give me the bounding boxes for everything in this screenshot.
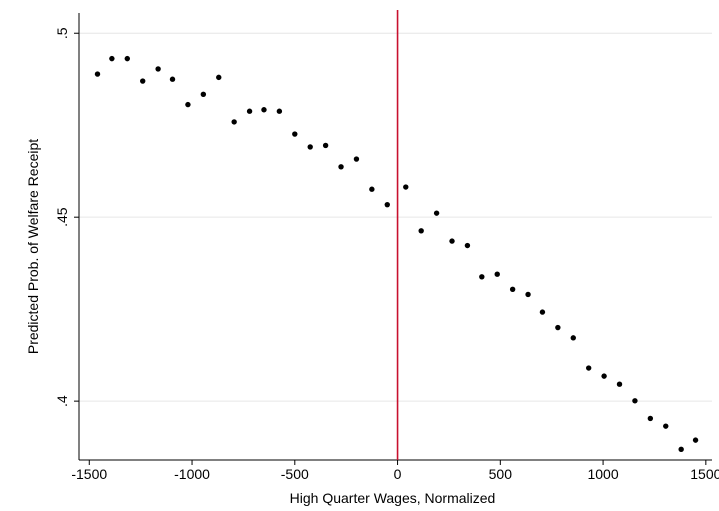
x-tick-label-4: 500: [489, 466, 513, 482]
data-point: [570, 335, 576, 341]
x-axis-label: High Quarter Wages, Normalized: [290, 490, 496, 506]
data-point: [369, 186, 375, 192]
y-axis-label: Predicted Prob. of Welfare Receipt: [25, 139, 41, 354]
data-point: [479, 274, 485, 280]
data-point: [124, 55, 130, 62]
axis-layer: -1500 -1000 -500 0 500 1000 1500 .4 .45 .5: [54, 13, 719, 482]
data-point: [246, 108, 253, 114]
data-point: [384, 201, 390, 208]
data-point: [109, 55, 115, 62]
data-point: [585, 365, 592, 371]
data-point: [292, 131, 298, 137]
data-point: [601, 373, 607, 379]
data-point: [539, 309, 546, 315]
data-point: [692, 437, 699, 443]
y-tick-label-1: .45: [54, 207, 70, 227]
data-point: [433, 210, 440, 216]
data-point: [403, 184, 409, 190]
data-point: [464, 242, 471, 249]
data-point: [231, 119, 237, 125]
data-point: [185, 101, 191, 108]
data-point: [200, 91, 207, 98]
points-layer: [94, 55, 699, 453]
x-tick-label-3: 0: [394, 466, 402, 482]
data-point: [647, 415, 654, 422]
x-tick-label-6: 1500: [690, 466, 719, 482]
data-point: [322, 142, 329, 149]
data-point: [525, 291, 531, 298]
data-point: [555, 324, 561, 331]
data-point: [632, 398, 638, 404]
data-point: [509, 286, 516, 292]
x-tick-label-2: -500: [281, 466, 309, 482]
data-point: [94, 71, 101, 77]
data-point: [678, 446, 684, 453]
data-point: [276, 108, 283, 114]
data-point: [216, 74, 222, 81]
y-tick-label-0: .4: [54, 395, 70, 407]
data-point: [169, 76, 176, 82]
grid-layer: [79, 32, 712, 402]
x-tick-label-1: -1000: [174, 466, 210, 482]
data-point: [307, 144, 313, 150]
data-point: [663, 423, 669, 429]
data-point: [353, 156, 360, 162]
data-point: [140, 78, 146, 84]
data-point: [338, 164, 344, 170]
data-point: [261, 107, 267, 113]
x-tick-label-5: 1000: [587, 466, 618, 482]
data-point: [449, 238, 455, 244]
y-tick-label-2: .5: [54, 27, 70, 39]
data-point: [494, 271, 500, 277]
data-point: [616, 381, 623, 387]
x-tick-label-0: -1500: [71, 466, 107, 482]
data-point: [418, 228, 424, 234]
data-point: [155, 66, 161, 72]
